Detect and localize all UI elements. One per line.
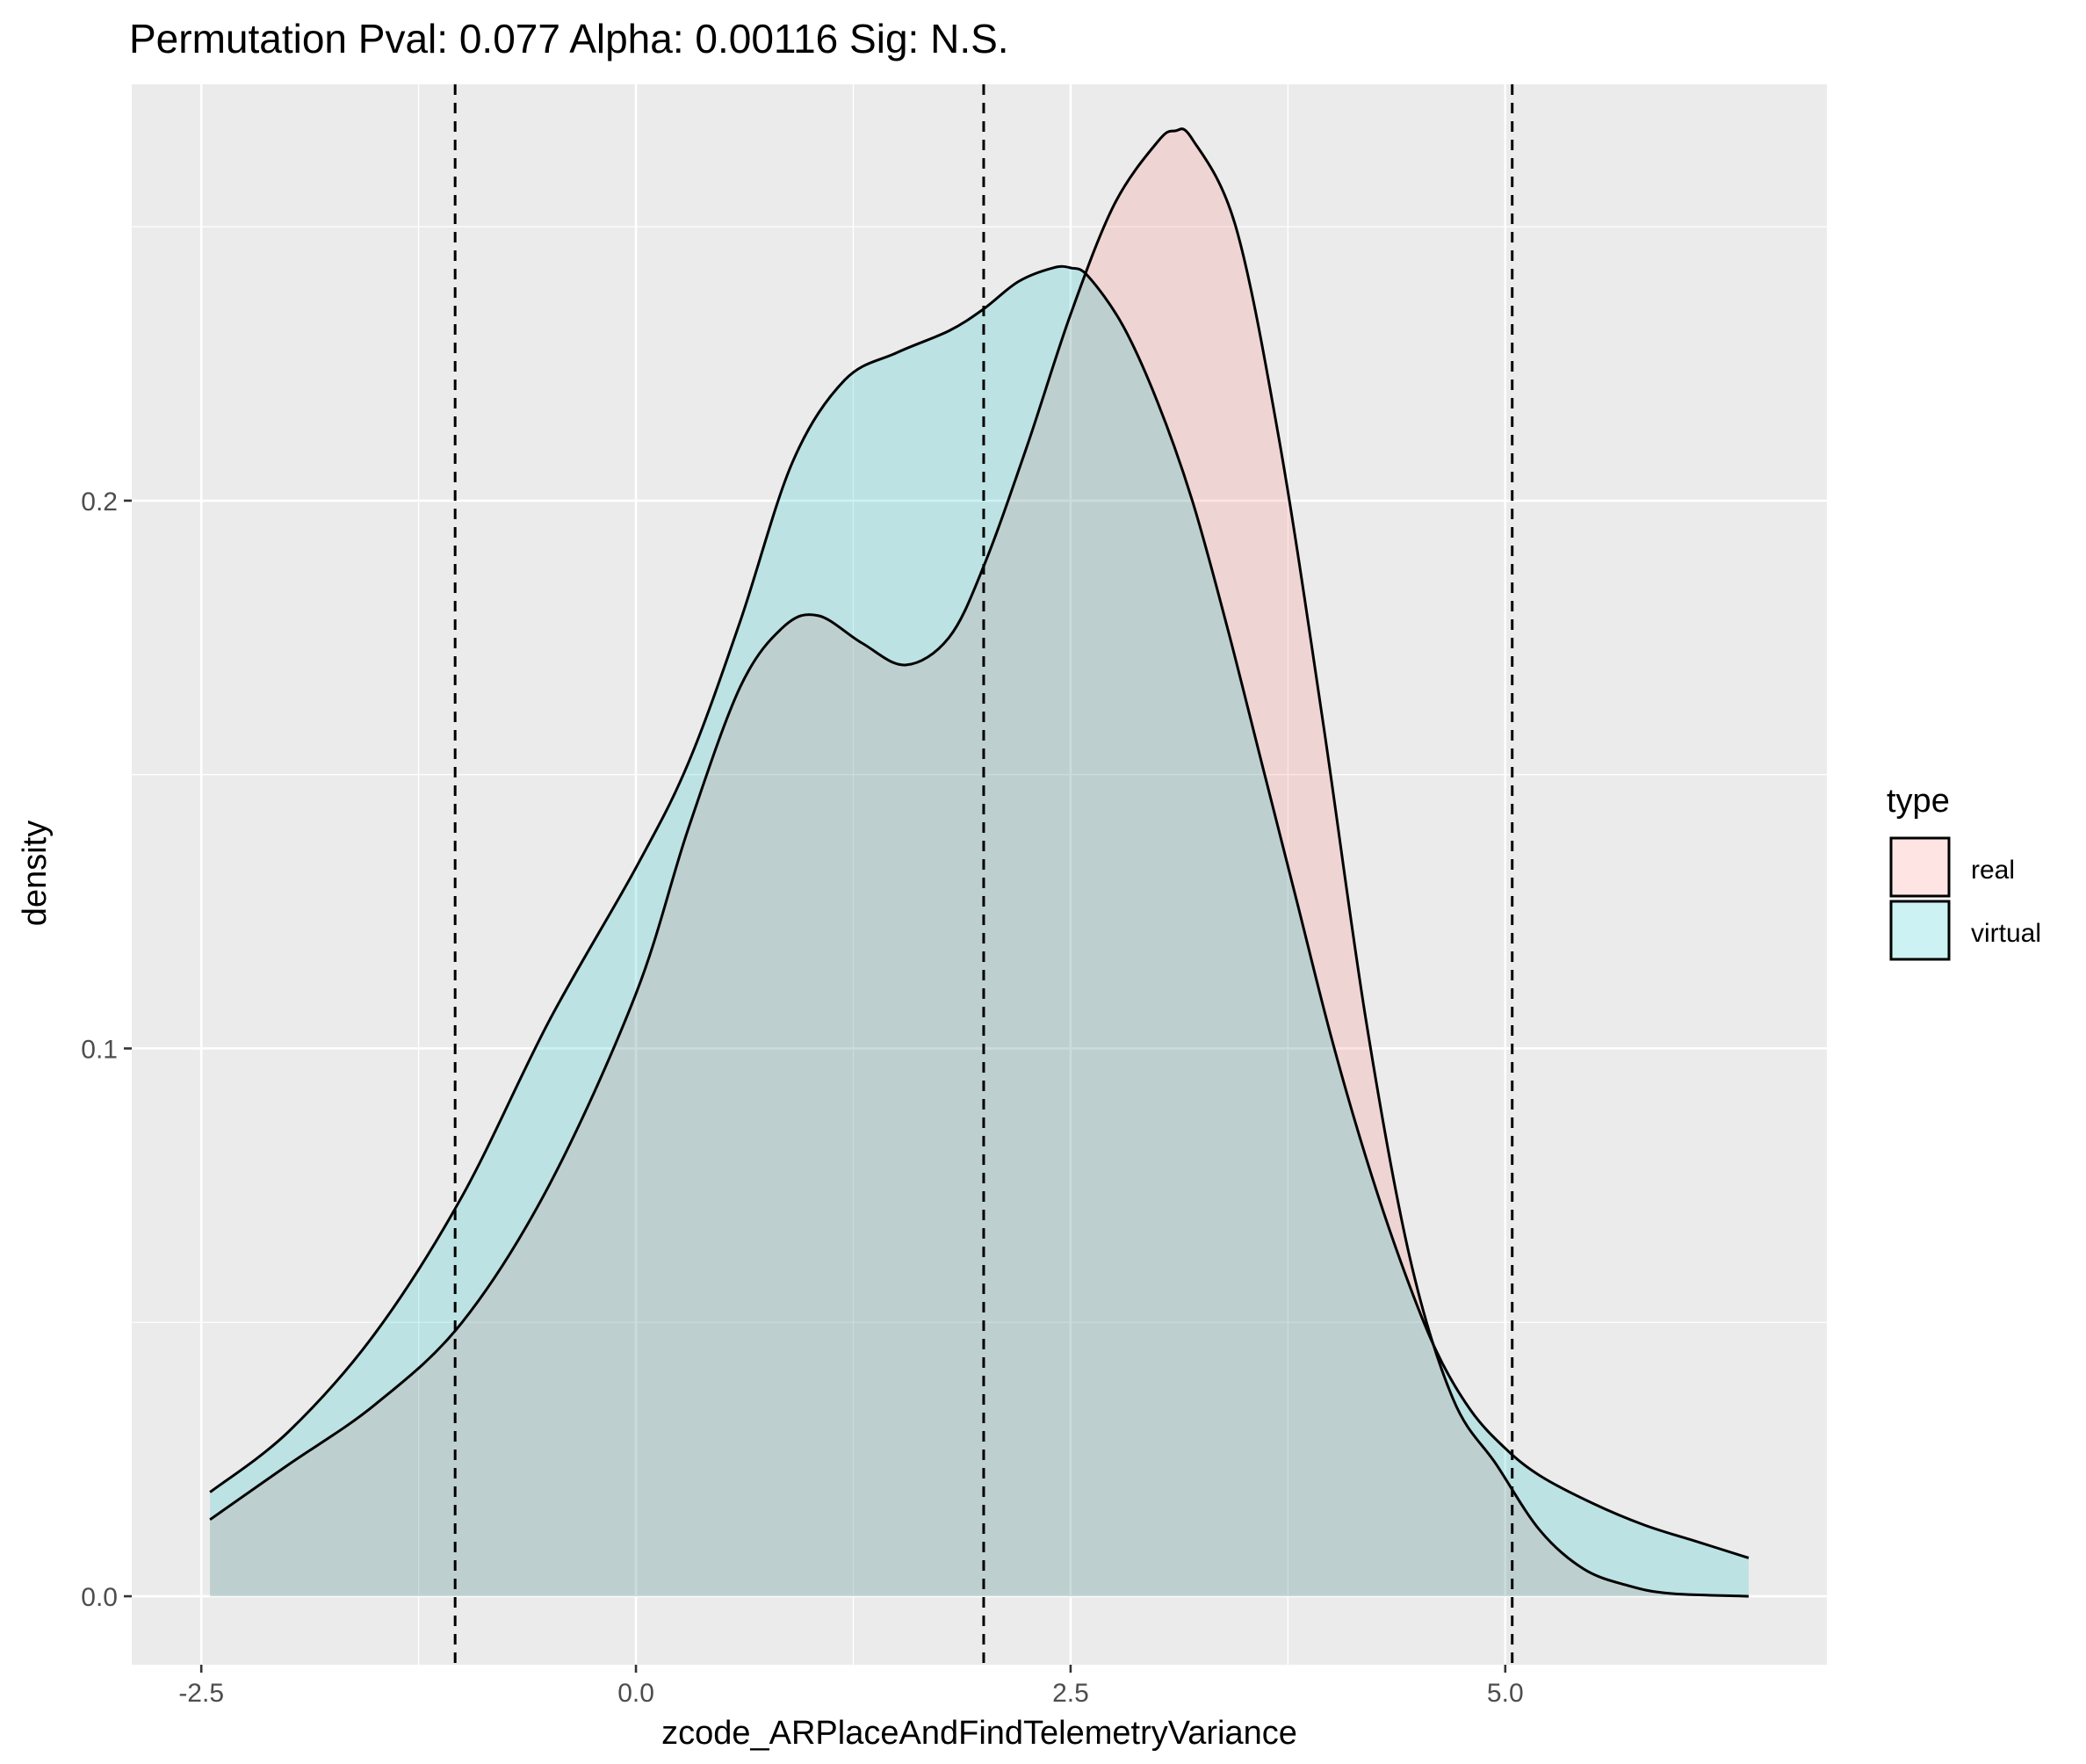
minor-grid xyxy=(132,84,1827,1665)
density-series xyxy=(209,127,1750,1598)
legend-key-bg-virtual xyxy=(1891,901,1949,959)
density-area-virtual xyxy=(210,266,1749,1597)
major-grid xyxy=(132,84,1827,1665)
legend-key-virtual xyxy=(1889,900,1951,961)
density-area-real xyxy=(210,128,1749,1597)
density-curve-real xyxy=(209,127,1749,1598)
legend-title: type xyxy=(1887,783,1950,820)
x-tick-label: 2.5 xyxy=(1052,1679,1089,1708)
y-axis-title: density xyxy=(17,821,54,926)
legend-label-real: real xyxy=(1971,856,2015,885)
y-tick-label: 0.2 xyxy=(81,488,118,517)
x-tick-label: 0.0 xyxy=(617,1679,654,1708)
legend-label-virtual: virtual xyxy=(1971,919,2041,948)
density-curve-virtual xyxy=(209,264,1750,1559)
legend: type real virtual xyxy=(1887,783,2041,961)
y-tick-label: 0.1 xyxy=(81,1035,118,1064)
legend-key-real xyxy=(1889,836,1951,898)
x-tick-label: -2.5 xyxy=(178,1679,224,1708)
chart-title: Permutation Pval: 0.077 Alpha: 0.00116 S… xyxy=(129,16,1009,61)
legend-key-bg-real xyxy=(1891,838,1949,896)
x-tick-label: 5.0 xyxy=(1487,1679,1524,1708)
x-axis-ticks: -2.5 0.0 2.5 5.0 xyxy=(178,1665,1524,1708)
plot-panel xyxy=(132,84,1827,1665)
y-axis-ticks: 0.0 0.1 0.2 xyxy=(81,488,132,1612)
y-tick-label: 0.0 xyxy=(81,1583,118,1612)
reference-lines xyxy=(453,84,1514,1665)
x-axis-title: zcode_ARPlaceAndFindTelemetryVariance xyxy=(661,1715,1297,1752)
